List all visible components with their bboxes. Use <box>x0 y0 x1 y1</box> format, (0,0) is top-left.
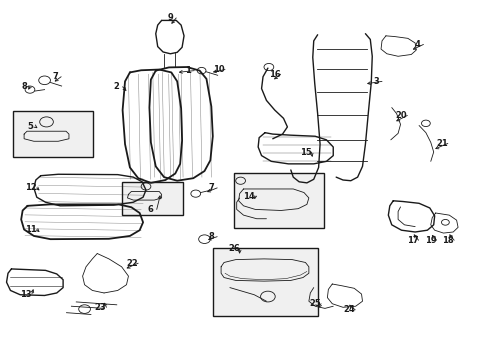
FancyBboxPatch shape <box>122 182 182 215</box>
Text: 20: 20 <box>395 111 407 120</box>
Text: 21: 21 <box>435 139 447 148</box>
Text: 5: 5 <box>27 122 33 131</box>
Text: 3: 3 <box>372 77 378 86</box>
FancyBboxPatch shape <box>212 248 317 316</box>
Text: 11: 11 <box>25 225 37 234</box>
Text: 9: 9 <box>167 13 173 22</box>
Text: 8: 8 <box>21 82 27 91</box>
Text: 26: 26 <box>227 244 239 253</box>
Text: 12: 12 <box>25 183 37 192</box>
FancyBboxPatch shape <box>233 173 324 228</box>
Text: 18: 18 <box>442 236 453 245</box>
Text: 13: 13 <box>20 289 32 298</box>
Text: 10: 10 <box>213 65 224 74</box>
Text: 15: 15 <box>299 148 311 157</box>
Text: 17: 17 <box>406 236 418 245</box>
Text: 4: 4 <box>414 40 420 49</box>
Text: 16: 16 <box>268 70 280 79</box>
Text: 7: 7 <box>52 72 58 81</box>
Text: 25: 25 <box>309 299 321 308</box>
Text: 24: 24 <box>343 305 354 314</box>
Text: 8: 8 <box>208 232 214 241</box>
Text: 14: 14 <box>243 192 255 201</box>
Text: 2: 2 <box>114 82 120 91</box>
Text: 23: 23 <box>95 303 106 312</box>
Text: 1: 1 <box>185 66 191 75</box>
Text: 19: 19 <box>424 236 436 245</box>
Text: 22: 22 <box>126 259 138 268</box>
Text: 7: 7 <box>208 183 214 192</box>
Text: 6: 6 <box>148 205 154 214</box>
FancyBboxPatch shape <box>13 111 93 157</box>
